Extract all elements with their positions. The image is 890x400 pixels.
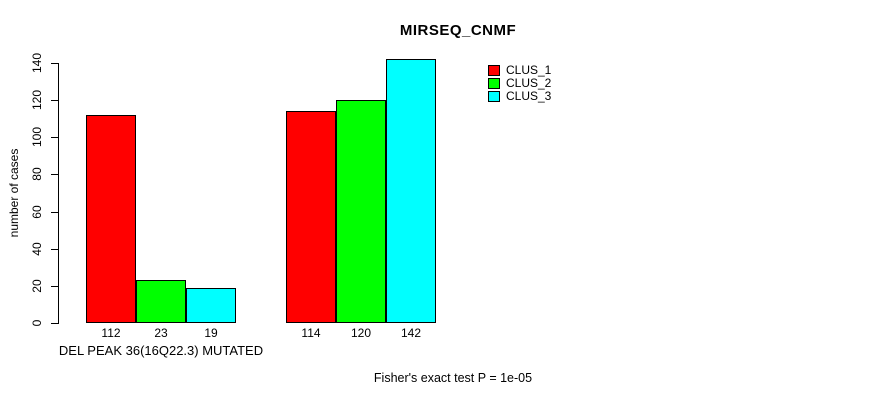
y-tick-label: 20 bbox=[30, 279, 44, 293]
y-axis-line bbox=[58, 63, 59, 324]
chart-title: MIRSEQ_CNMF bbox=[399, 22, 517, 39]
y-tick-label: 80 bbox=[30, 167, 44, 181]
legend-label: CLUS_2 bbox=[506, 76, 552, 90]
bar-value-label: 142 bbox=[400, 326, 422, 340]
y-tick-label: 0 bbox=[30, 319, 44, 327]
y-tick-mark bbox=[51, 137, 59, 138]
legend-label: CLUS_3 bbox=[506, 89, 552, 103]
bar-value-label: 114 bbox=[301, 326, 321, 340]
legend-swatch-icon bbox=[488, 65, 500, 76]
y-tick-mark bbox=[51, 323, 59, 324]
y-tick-mark bbox=[51, 100, 59, 101]
bar-value-label: 120 bbox=[350, 326, 372, 340]
bar-clus_2-group2 bbox=[336, 100, 386, 323]
stat-annotation: Fisher's exact test P = 1e-05 bbox=[373, 371, 533, 385]
x-group-label: DEL PEAK 36(16Q22.3) MUTATED bbox=[58, 343, 264, 358]
y-tick-label: 100 bbox=[30, 126, 44, 148]
bar-clus_3-group1 bbox=[186, 288, 236, 323]
y-tick-mark bbox=[51, 212, 59, 213]
bar-value-label: 112 bbox=[101, 326, 121, 340]
bar-clus_2-group1 bbox=[136, 280, 186, 323]
y-tick-label: 40 bbox=[30, 242, 44, 256]
bar-clus_1-group1 bbox=[86, 115, 136, 323]
bar-value-label: 19 bbox=[204, 326, 218, 340]
legend-swatch-icon bbox=[488, 78, 500, 89]
bar-value-label: 23 bbox=[154, 326, 168, 340]
y-tick-mark bbox=[51, 174, 59, 175]
legend-swatch-icon bbox=[488, 91, 500, 102]
y-axis-title: number of cases bbox=[7, 148, 21, 238]
legend: CLUS_1 CLUS_2 CLUS_3 bbox=[488, 64, 551, 103]
legend-item-clus_3: CLUS_3 bbox=[488, 90, 551, 103]
bar-clus_1-group2 bbox=[286, 111, 336, 323]
y-tick-label: 60 bbox=[30, 205, 44, 219]
legend-label: CLUS_1 bbox=[506, 63, 552, 77]
y-tick-mark bbox=[51, 63, 59, 64]
y-tick-label: 140 bbox=[30, 52, 44, 74]
y-tick-label: 120 bbox=[30, 89, 44, 111]
legend-item-clus_1: CLUS_1 bbox=[488, 64, 551, 77]
bar-clus_3-group2 bbox=[386, 59, 436, 323]
y-tick-mark bbox=[51, 286, 59, 287]
legend-item-clus_2: CLUS_2 bbox=[488, 77, 551, 90]
y-tick-mark bbox=[51, 249, 59, 250]
